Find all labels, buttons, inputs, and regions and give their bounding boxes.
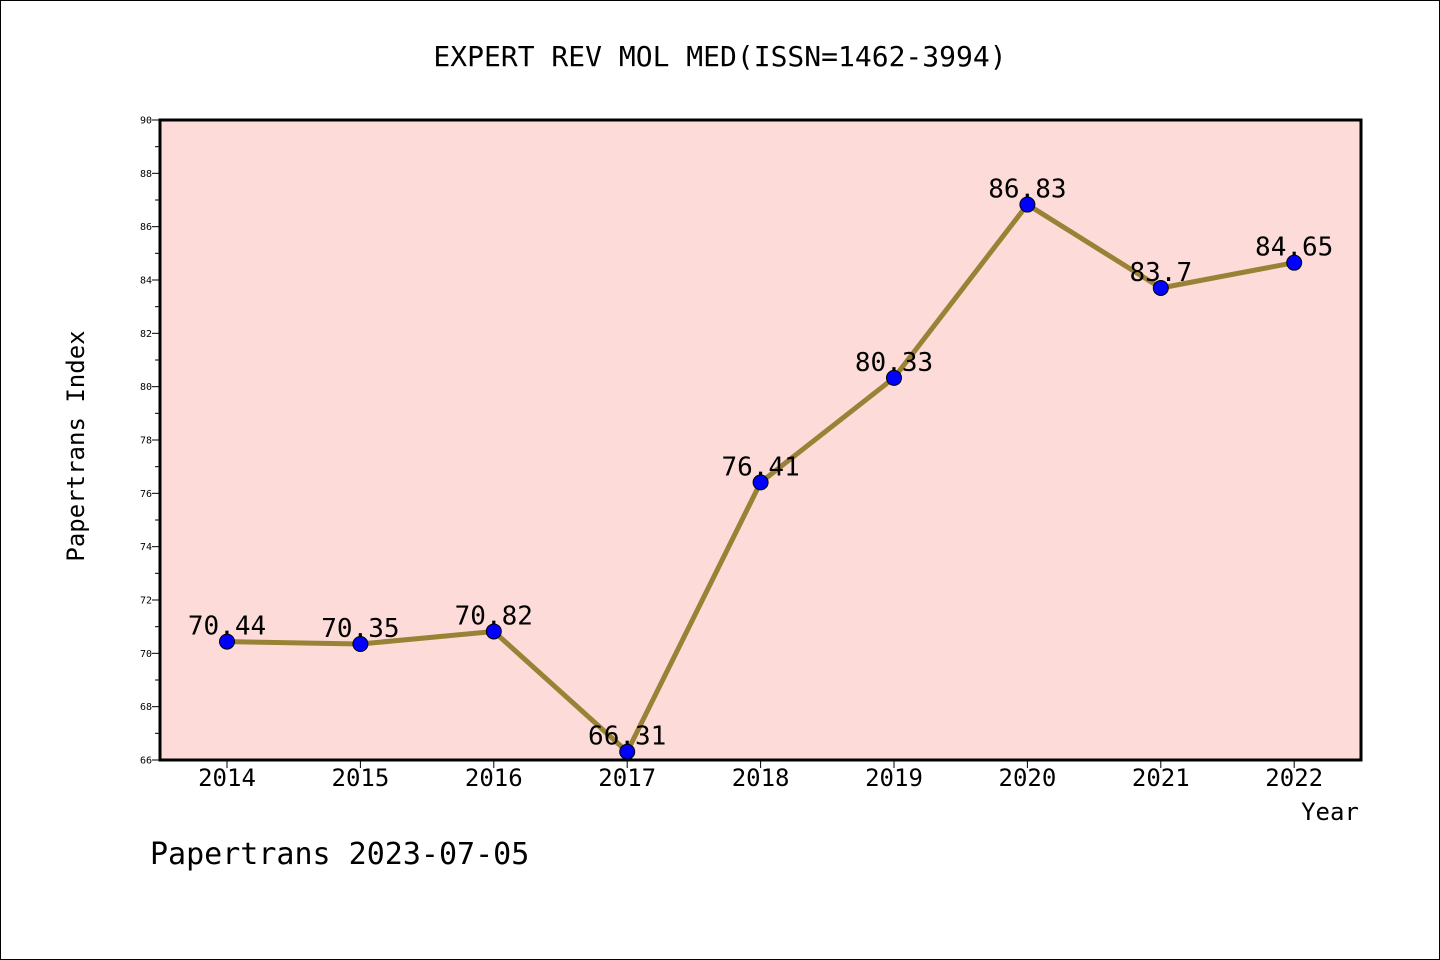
data-point (219, 633, 235, 650)
x-tick-label: 2022 (1265, 764, 1323, 792)
x-tick-label: 2020 (999, 764, 1057, 792)
y-tick-label: 66 (140, 756, 152, 767)
y-tick-label: 80 (140, 382, 152, 393)
x-tick-label: 2019 (865, 764, 923, 792)
x-tick-label: 2014 (198, 764, 256, 792)
data-point (485, 623, 502, 640)
x-axis-label: Year (1301, 798, 1359, 826)
data-label: 76.41 (721, 452, 799, 482)
y-tick-label: 88 (140, 169, 152, 180)
y-axis-label: Papertrans Index (62, 330, 90, 561)
data-label: 80.33 (855, 348, 933, 378)
y-tick-label: 70 (140, 649, 152, 660)
y-tick-label: 74 (140, 542, 152, 553)
y-tick-label: 76 (140, 489, 152, 500)
plot-border (158, 118, 1363, 762)
watermark-text: Papertrans 2023-07-05 (150, 837, 529, 872)
data-label: 66.31 (588, 722, 666, 752)
x-axis: 2014 2015 2016 2017 2018 2019 2020 2021 2022 (198, 760, 1323, 792)
y-tick-label: 86 (140, 222, 152, 233)
chart-title: EXPERT REV MOL MED(ISSN=1462-3994) (433, 40, 1006, 73)
data-point (1019, 196, 1036, 213)
data-label: 70.35 (321, 614, 399, 644)
series-markers (219, 196, 1303, 760)
data-labels: 70.44 70.35 70.82 66.31 76.41 80.33 86.83 83.7 8… (188, 175, 1333, 752)
plot-area (160, 120, 1361, 760)
data-label: 70.82 (455, 601, 533, 631)
x-tick-label: 2016 (465, 764, 523, 792)
y-axis: 66 68 70 72 74 76 78 80 82 84 86 88 90 (140, 116, 160, 767)
y-tick-label: 84 (140, 276, 152, 287)
y-tick-label: 78 (140, 436, 152, 447)
y-tick-label: 72 (140, 596, 152, 607)
data-point (1152, 280, 1169, 296)
data-label: 86.83 (988, 175, 1066, 205)
data-label: 84.65 (1255, 233, 1333, 263)
data-label: 70.44 (188, 612, 266, 642)
data-point (1286, 254, 1303, 271)
data-point (886, 369, 902, 386)
data-label: 83.7 (1129, 258, 1192, 288)
y-tick-label: 68 (140, 702, 152, 713)
x-tick-label: 2015 (332, 764, 390, 792)
data-point (352, 636, 369, 652)
y-tick-label: 82 (140, 329, 152, 340)
x-tick-label: 2017 (598, 764, 656, 792)
x-tick-label: 2018 (732, 764, 790, 792)
x-tick-label: 2021 (1132, 764, 1190, 792)
data-point (752, 474, 769, 491)
y-tick-label: 90 (140, 116, 152, 127)
